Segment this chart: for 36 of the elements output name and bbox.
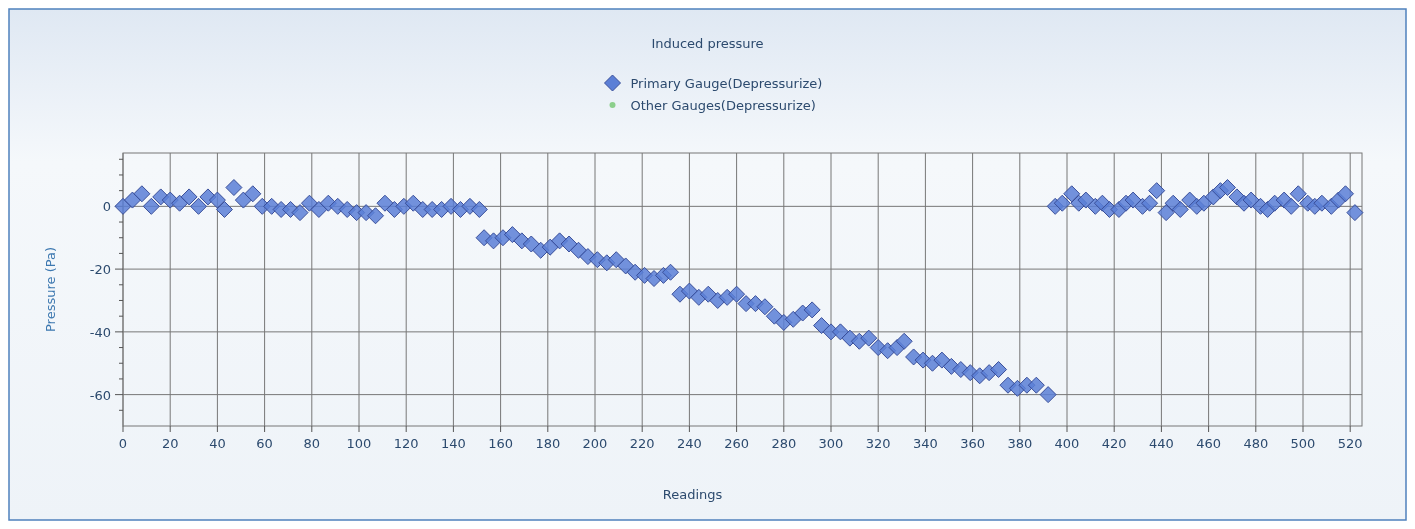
x-tick-label: 280 — [771, 436, 797, 451]
x-tick-label: 0 — [118, 436, 128, 451]
y-tick-label: -40 — [89, 324, 111, 340]
x-tick-label: 400 — [1054, 436, 1080, 451]
x-tick-label: 80 — [303, 436, 321, 451]
legend-label: Other Gauges(Depressurize) — [630, 98, 816, 113]
x-tick-label: 240 — [676, 436, 702, 451]
x-tick-label: 200 — [582, 436, 608, 451]
x-tick-label: 360 — [960, 436, 986, 451]
x-tick-label: 180 — [535, 436, 561, 451]
x-tick-label: 340 — [912, 436, 938, 451]
x-tick-label: 120 — [393, 436, 419, 451]
chart-title: Induced pressure — [651, 36, 764, 51]
x-axis-title: Readings — [662, 487, 723, 502]
x-tick-label: 220 — [629, 436, 655, 451]
x-tick-label: 100 — [346, 436, 372, 451]
x-tick-label: 40 — [209, 436, 226, 451]
x-tick-label: 140 — [440, 436, 466, 451]
y-tick-label: -20 — [89, 262, 111, 278]
x-tick-label: 440 — [1148, 436, 1174, 451]
legend-label: Primary Gauge(Depressurize) — [630, 76, 823, 91]
x-tick-label: 480 — [1243, 436, 1269, 451]
x-tick-label: 20 — [161, 436, 179, 451]
x-tick-label: 60 — [256, 436, 273, 451]
x-tick-label: 500 — [1290, 436, 1316, 451]
y-tick-label: 0 — [102, 199, 111, 215]
x-tick-label: 420 — [1101, 436, 1127, 451]
x-tick-label: 460 — [1196, 436, 1222, 451]
x-tick-label: 520 — [1337, 436, 1363, 451]
x-tick-label: 260 — [724, 436, 750, 451]
y-axis-title: Pressure (Pa) — [43, 246, 58, 333]
x-tick-label: 320 — [865, 436, 891, 451]
x-tick-label: 380 — [1007, 436, 1033, 451]
x-tick-label: 300 — [818, 436, 844, 451]
x-tick-label: 160 — [488, 436, 514, 451]
y-tick-label: -60 — [89, 387, 111, 403]
